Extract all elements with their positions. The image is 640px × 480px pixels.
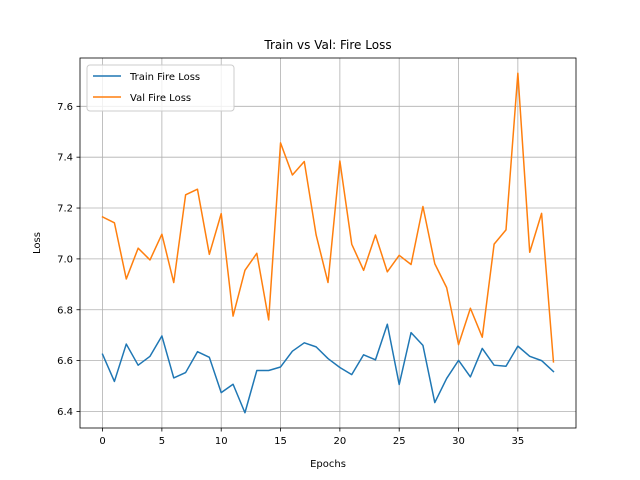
x-tick-label: 35 [511, 436, 524, 447]
y-tick-label: 7.6 [57, 102, 73, 113]
x-tick-label: 0 [99, 436, 105, 447]
legend-box [86, 64, 235, 112]
legend-label-val: Val Fire Loss [130, 93, 191, 104]
x-tick-label: 10 [215, 436, 228, 447]
x-tick-label: 5 [159, 436, 165, 447]
y-tick-label: 6.6 [57, 356, 73, 367]
y-tick-label: 7.0 [57, 254, 73, 265]
x-tick-label: 20 [333, 436, 346, 447]
plot-area [80, 58, 576, 428]
y-axis-ticks: 6.4 6.6 6.8 7.0 7.2 7.4 7.6 [57, 102, 80, 418]
x-axis-label: Epochs [310, 459, 346, 470]
series-line-train-fire-loss [101, 323, 555, 414]
y-tick-label: 7.4 [57, 153, 73, 164]
x-axis-ticks: 0 5 10 15 20 25 30 35 [99, 428, 524, 447]
x-tick-label: 15 [274, 436, 287, 447]
y-tick-label: 6.8 [57, 305, 73, 316]
legend: Train Fire Loss Val Fire Loss [86, 64, 235, 112]
y-axis-label: Loss [32, 232, 43, 254]
grid [80, 58, 576, 428]
series-layer [101, 72, 555, 414]
y-tick-label: 7.2 [57, 204, 73, 215]
x-tick-label: 30 [452, 436, 465, 447]
series-line-val-fire-loss [101, 72, 555, 363]
chart-title: Train vs Val: Fire Loss [263, 38, 391, 52]
legend-label-train: Train Fire Loss [129, 72, 200, 83]
x-tick-label: 25 [393, 436, 406, 447]
plot-frame [79, 57, 577, 429]
y-tick-label: 6.4 [57, 407, 73, 418]
